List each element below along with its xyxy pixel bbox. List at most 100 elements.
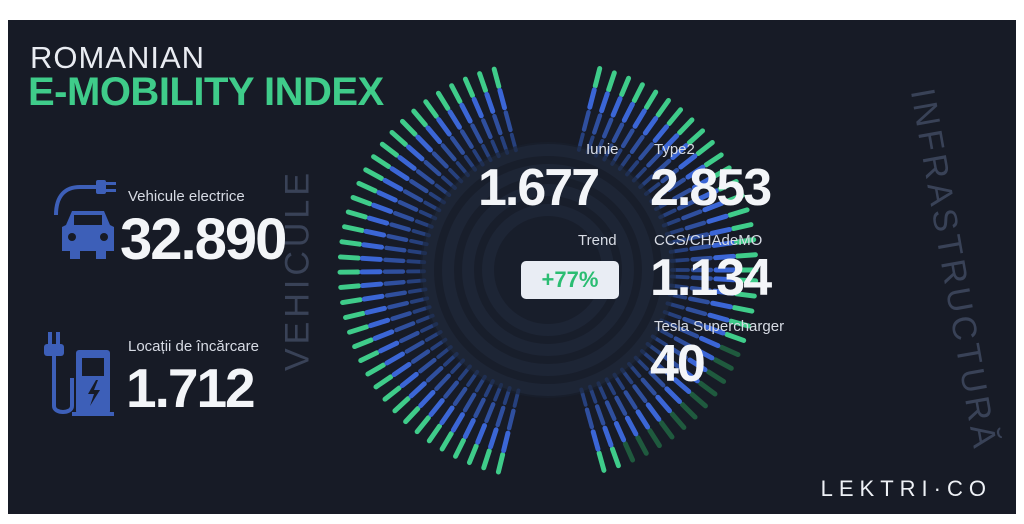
ring-segment <box>358 350 380 364</box>
ring-segment <box>491 66 502 89</box>
ring-segment <box>661 133 680 152</box>
ring-segment <box>361 293 385 302</box>
ring-segment <box>462 392 477 413</box>
ring-segment <box>338 283 362 290</box>
ring-segment <box>462 418 476 440</box>
ring-segment <box>717 178 739 192</box>
ring-segment <box>719 344 741 358</box>
ring-segment <box>635 409 651 430</box>
ring-segment <box>342 224 365 233</box>
ring-segment <box>414 415 431 435</box>
ring-segment <box>653 158 672 176</box>
ring-segment <box>687 296 710 305</box>
ring-segment <box>592 66 603 89</box>
ring-segment <box>384 351 405 366</box>
locations-label: Locații de încărcare <box>128 338 259 355</box>
ring-segment <box>439 405 455 426</box>
ring-segment <box>684 220 707 231</box>
ring-segment <box>728 318 751 329</box>
ring-segment <box>409 179 429 194</box>
ring-segment <box>658 420 675 440</box>
ring-segment <box>423 160 442 177</box>
ring-segment <box>709 226 732 236</box>
ring-segment <box>501 430 511 454</box>
ring-segment <box>668 345 688 360</box>
ring-segment <box>484 402 496 424</box>
ring-segment <box>371 154 392 169</box>
ring-segment <box>477 71 488 94</box>
ring-segment <box>655 97 671 118</box>
ring-segment <box>621 101 635 123</box>
lektrico-logo: LEKTRI·CO <box>820 476 992 501</box>
ring-segment <box>393 210 415 222</box>
ring-segment <box>364 305 387 315</box>
ring-segment <box>620 128 635 149</box>
ev-car-plug-icon <box>54 180 116 259</box>
ring-segment <box>594 404 606 426</box>
ring-segment <box>687 232 710 241</box>
ring-segment <box>345 209 369 220</box>
ring-segment <box>453 437 466 459</box>
ring-segment <box>677 117 695 136</box>
ring-segment <box>664 386 682 404</box>
ring-segment <box>371 202 394 214</box>
ring-segment <box>707 312 730 323</box>
locations-value: 1.712 <box>126 357 256 419</box>
ring-segment <box>685 164 706 180</box>
ring-segment <box>495 452 506 475</box>
ring-segment <box>383 279 406 286</box>
ring-segment <box>730 222 754 232</box>
ring-segment <box>372 329 395 341</box>
ring-segment <box>638 142 655 161</box>
ring-segment <box>459 102 473 124</box>
ring-segment <box>426 423 443 444</box>
ring-segment <box>390 311 412 321</box>
ring-segment <box>473 397 486 419</box>
ring-segment <box>632 108 647 129</box>
ring-segment <box>359 255 383 262</box>
type2-label: Type2 <box>654 141 695 158</box>
ring-segment <box>404 340 425 354</box>
ring-segment <box>418 389 436 409</box>
ring-segment <box>614 395 628 416</box>
ring-segment <box>436 117 452 137</box>
ring-segment <box>703 152 724 168</box>
ring-segment <box>648 370 666 388</box>
ring-segment <box>383 257 406 264</box>
title-line-2: E-MOBILITY INDEX <box>28 70 384 114</box>
ring-segment <box>379 141 400 158</box>
ring-segment <box>397 155 417 171</box>
ring-segment <box>679 401 698 420</box>
ring-segment <box>711 165 732 180</box>
trend-label: Trend <box>578 232 617 249</box>
ring-segment <box>624 415 639 437</box>
ring-segment <box>495 405 506 428</box>
ring-segment <box>452 386 468 407</box>
ring-segment <box>481 448 492 471</box>
ring-segment <box>415 169 435 185</box>
ring-segment <box>391 361 412 378</box>
ring-segment <box>368 317 391 329</box>
ring-segment <box>678 326 700 339</box>
ring-segment <box>682 316 704 328</box>
ring-segment <box>690 275 713 281</box>
ring-segment <box>623 390 638 410</box>
ring-segment <box>693 346 715 361</box>
ring-segment <box>387 300 410 310</box>
ring-segment <box>640 377 657 396</box>
ring-segment <box>642 115 659 136</box>
ring-segment <box>443 380 459 399</box>
ring-segment <box>632 384 648 404</box>
ring-segment <box>660 167 679 184</box>
ring-segment <box>386 233 409 243</box>
ring-segment <box>471 96 484 119</box>
ring-segment <box>699 335 721 349</box>
ring-segment <box>666 177 686 192</box>
ring-segment <box>411 108 428 128</box>
ring-segment <box>365 362 386 377</box>
ring-segment <box>384 290 407 298</box>
ring-segment <box>645 402 662 422</box>
ring-segment <box>631 82 645 104</box>
june-label: Iunie <box>586 141 619 158</box>
ring-segment <box>347 324 370 335</box>
